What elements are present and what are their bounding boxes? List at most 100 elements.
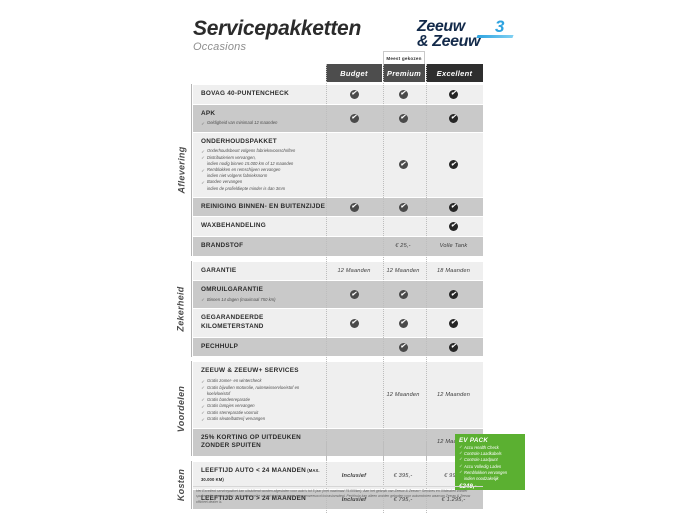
leeftijd-auto-24-maanden-premium-cell: € 795,- [393,496,413,503]
table-row: BRANDSTOF € 25,- Volle Tank [193,236,483,256]
leeftijd-auto-24-maanden-label-cell: LEEFTIJD AUTO < 24 MAANDEN (MAX. 30.000 … [193,462,326,489]
tick-icon: ✓ [201,179,205,185]
row-sub-item: ✓ Gratis sleutelbatterij vervangen [201,416,326,423]
gegarandeerde-kilometerstand-excellent-cell: ✔ [424,309,483,336]
column-separator [326,240,327,361]
table-row: GARANTIE 12 Maanden 12 Maanden 18 Maanden [193,260,483,281]
check-icon: ✔ [398,342,408,352]
leeftijd-auto-24-maanden-premium-cell: € 395,- [393,472,413,479]
table-row: BOVAG 40-PUNTENCHECK ✔ ✔ ✔ [193,84,483,104]
waxbehandeling-premium-cell [382,217,424,236]
reiniging-binnen-en-buitenzijde-budget-cell: ✔ [326,198,382,217]
ev-pack-item-text: Controle Laadkabels [464,450,502,456]
row-sub-list: ✓ Binnen 14 dagen (maximaal 750 km) [201,297,326,304]
garantie-premium-cell: 12 Maanden [386,268,420,274]
row-sub-list: ✓ Gratis zomer- en wintercheck ✓ Gratis bij… [201,378,326,423]
ev-pack-item: ✓ Controle Laadkabels [459,451,521,457]
row-label: PECHHULP [201,342,239,350]
column-separator [326,441,327,514]
tick-icon: ✓ [201,120,205,126]
tick-icon: ✓ [201,403,205,409]
row-label: APK [201,109,216,117]
table-row: ZEEUW & ZEEUW+ SERVICES ✓ Gratis zomer- en… [193,361,483,428]
gegarandeerde-kilometerstand-premium-cell: ✔ [382,309,424,336]
table-row: PECHHULP ✔ ✔ [193,336,483,357]
section-kosten: LEEFTIJD AUTO < 24 MAANDEN (MAX. 30.000 … [193,441,483,514]
row-sub-text: Binnen 14 dagen (maximaal 750 km) [207,296,276,302]
row-label: WAXBEHANDELING [201,222,266,230]
tick-icon: ✓ [201,155,205,161]
leeftijd-auto-24-maanden-budget-cell: Inclusief [341,472,367,479]
footer-disclaimer: Het Excellent servicepakket kan uitsluit… [196,489,471,504]
25-korting-op-uitdeuken-zonder-spu-excellent-cell: 12 Maanden [436,439,471,446]
column-header-excellent[interactable]: Excellent [426,64,483,82]
row-sub-text: Gratis bandenreparatie [207,396,250,402]
leeftijd-auto-24-maanden-budget-cell: Inclusief [341,496,367,503]
garantie-label-cell: GARANTIE [193,262,326,281]
check-icon: ✔ [398,290,408,300]
page-header: Servicepakketten Occasions Zeeuw & Zeeuw… [0,0,685,60]
onderhoudspakket-budget-cell [326,133,382,197]
page-title: Servicepakketten [193,17,361,40]
column-separator [383,441,384,514]
row-sub-text: Geldigheid van minimaal 12 maanden [207,120,278,126]
row-sub-list: ✓ Onderhoudsbeurt volgens fabrieksvoorsch… [201,148,326,191]
check-icon: ✔ [449,290,458,300]
zeeuw-logo: Zeeuw & Zeeuw 3 [417,18,514,52]
reiniging-binnen-en-buitenzijde-excellent-cell: ✔ [424,198,483,217]
section-aflevering: BOVAG 40-PUNTENCHECK ✔ ✔ ✔ APK ✓ Geldigheid va… [193,64,483,260]
row-sub-item: ✓ Gratis lampjes vervangen [201,403,326,410]
omruilgarantie-budget-cell: ✔ [326,281,382,308]
side-label-kosten-text: Kosten [176,468,186,502]
ev-pack-item: ✓ Accu Health Check [459,445,521,451]
side-label-zekerheid: Zekerheid [170,261,192,357]
check-icon: ✔ [449,222,458,232]
table-row: 25% KORTING OP UITDEUKEN ZONDER SPUITEN 1… [193,427,483,457]
check-icon: ✔ [449,202,458,212]
ev-pack-item: ✓ Accu Volledig Laden [459,464,521,470]
gegarandeerde-kilometerstand-budget-cell: ✔ [326,309,382,336]
tick-icon: ✓ [201,297,205,303]
title-block: Servicepakketten Occasions [193,17,361,53]
row-label: 25% KORTING OP UITDEUKEN ZONDER SPUITEN [201,433,301,450]
column-separator [383,341,384,461]
reiniging-binnen-en-buitenzijde-premium-cell: ✔ [382,198,424,217]
table-row: REINIGING BINNEN- EN BUITENZIJDE ✔ ✔ ✔ [193,196,483,217]
table-row: ONDERHOUDSPAKKET ✓ Onderhoudsbeurt volgens… [193,131,483,197]
column-header-budget[interactable]: Budget [326,64,382,82]
tick-icon: ✓ [459,444,463,449]
column-header-premium[interactable]: Premium [383,64,425,82]
tick-icon: ✓ [459,450,463,455]
table-row: GEGARANDEERDE KILOMETERSTAND ✔ ✔ ✔ [193,308,483,337]
ev-pack-item: ✓ Remblokken vervangen indien noodzakelijk [459,470,521,482]
check-icon: ✔ [398,318,408,328]
25-korting-op-uitdeuken-zonder-spu-premium-cell [382,429,424,456]
side-label-divider [191,84,192,256]
row-sub-text: Gratis sleutelbatterij vervangen [207,416,266,422]
side-label-divider [191,261,192,357]
comparison-table: BOVAG 40-PUNTENCHECK ✔ ✔ ✔ APK ✓ Geldigheid va… [193,64,483,514]
side-label-zekerheid-text: Zekerheid [176,286,186,332]
column-separator [426,341,427,461]
tick-icon: ✓ [459,457,463,462]
row-sub-item: ✓ Gratis bijvullen motorolie, ruitenwisse… [201,385,326,397]
waxbehandeling-budget-cell [326,217,382,236]
tick-icon: ✓ [201,397,205,403]
pechhulp-excellent-cell: ✔ [424,338,483,357]
column-separator [426,240,427,361]
row-sub-text: Gratis bijvullen motorolie, ruitenwisser… [207,384,300,396]
brandstof-budget-cell [326,237,382,256]
row-sub-text: Banden vervangen indien de profieldiepte … [207,179,286,191]
side-label-divider [191,461,192,509]
check-icon: ✔ [349,202,359,212]
row-label: LEEFTIJD AUTO > 24 MAANDEN [201,495,307,503]
waxbehandeling-label-cell: WAXBEHANDELING [193,217,326,236]
side-label-voordelen-text: Voordelen [176,385,186,432]
side-label-divider [191,361,192,456]
onderhoudspakket-excellent-cell: ✔ [424,133,483,197]
bovag-40-puntencheck-excellent-cell: ✔ [424,85,483,104]
reiniging-binnen-en-buitenzijde-label-cell: REINIGING BINNEN- EN BUITENZIJDE [193,198,326,217]
side-label-voordelen: Voordelen [170,361,192,456]
zeeuw-zeeuw-services-premium-cell: 12 Maanden [386,392,420,399]
